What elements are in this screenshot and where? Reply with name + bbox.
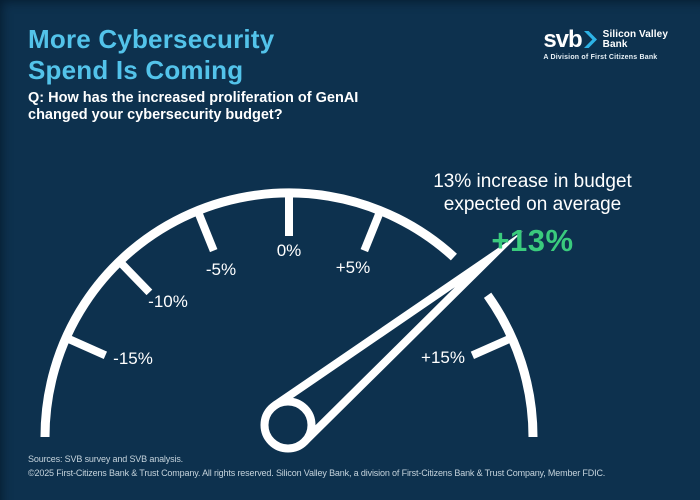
svb-bank-name-line2: Bank: [602, 38, 628, 50]
gauge-tick-plus5: [360, 209, 385, 253]
gauge-tick-minus15: [64, 334, 108, 359]
gauge-tick-plus15: [470, 334, 514, 359]
gauge-annotation: 13% increase in budget expected on avera…: [420, 170, 645, 257]
page-title-line2: Spend Is Coming: [28, 55, 244, 85]
svb-bank-name-line1: Silicon Valley: [602, 29, 668, 40]
chevron-right-icon: [583, 31, 597, 48]
svb-division-text: A Division of First Citizens Bank: [543, 54, 658, 61]
footer: Sources: SVB survey and SVB analysis. ©2…: [28, 452, 692, 480]
svb-bank-name: Silicon Valley Bank: [602, 29, 668, 50]
gauge-needle-hub: [260, 397, 316, 453]
page-title: More Cybersecurity Spend Is Coming: [28, 24, 274, 86]
gauge-tick-label-minus10: -10%: [148, 292, 188, 311]
copyright-text: ©2025 First-Citizens Bank & Trust Compan…: [28, 468, 606, 478]
survey-question-line1: Q: How has the increased proliferation o…: [28, 90, 359, 106]
gauge-annotation-line2: expected on average: [443, 194, 622, 215]
gauge-annotation-line1: 13% increase in budget: [433, 171, 632, 192]
gauge-needle: [272, 230, 524, 445]
sources-text: Sources: SVB survey and SVB analysis.: [28, 454, 184, 464]
gauge-tick-label-zero: 0%: [277, 241, 302, 260]
gauge-value-label: +13%: [491, 223, 574, 258]
gauge-tick-label-plus15: +15%: [421, 348, 465, 367]
svb-logo: svb Silicon Valley Bank A Division of Fir…: [543, 26, 668, 62]
gauge-arc-right: [483, 292, 538, 438]
svb-wordmark: svb: [543, 26, 582, 53]
gauge-tick-label-plus5: +5%: [336, 258, 371, 277]
gauge-arc-left: [40, 188, 457, 438]
gauge-tick-minus5: [193, 209, 218, 253]
survey-question-line2: changed your cybersecurity budget?: [28, 106, 283, 123]
svb-logo-row: svb Silicon Valley Bank: [543, 26, 668, 53]
gauge-tick-minus10: [116, 258, 153, 296]
gauge-tick-label-minus15: -15%: [113, 349, 153, 368]
page-title-line1: More Cybersecurity: [28, 24, 275, 54]
survey-question: Q: How has the increased proliferation o…: [28, 90, 358, 123]
gauge-tick-label-minus5: -5%: [206, 260, 236, 279]
